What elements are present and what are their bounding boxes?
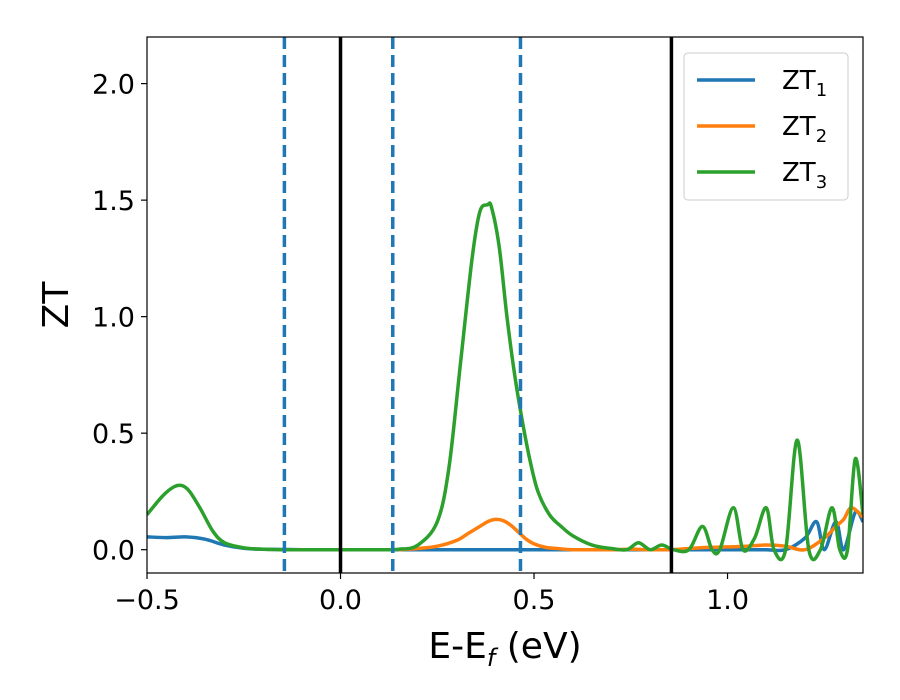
y-axis-label: ZT	[36, 281, 77, 329]
y-tick-label: 1.5	[92, 186, 135, 217]
legend-label-zt3-sub: 3	[816, 172, 827, 193]
y-tick-label: 0.5	[92, 419, 135, 450]
x-tick-label: 0.5	[513, 585, 556, 616]
legend-label-zt2: ZT2	[782, 112, 827, 147]
y-tick-label: 1.0	[92, 303, 135, 334]
legend-label-zt3: ZT3	[782, 158, 827, 193]
y-tick-label: 0.0	[92, 536, 135, 567]
axis-ticks: −0.5 0.0 0.5 1.0 0.0 0.5 1.0 1.5 2.0	[92, 70, 749, 616]
legend-box	[683, 52, 849, 201]
x-axis-label: E-Ef (eV)	[428, 626, 581, 672]
legend: ZT1 ZT2 ZT3	[683, 52, 849, 201]
x-axis-label-unit: (eV)	[495, 626, 581, 667]
legend-label-zt1-sub: 1	[816, 80, 827, 101]
legend-label-zt1-main: ZT	[782, 66, 816, 96]
legend-label-zt3-main: ZT	[782, 158, 816, 188]
series-line-zt3	[147, 201, 863, 562]
legend-entry-zt3: ZT3	[697, 158, 827, 193]
x-tick-label: −0.5	[114, 585, 180, 616]
y-tick-label: 2.0	[92, 70, 135, 101]
legend-label-zt1: ZT1	[782, 66, 827, 101]
legend-label-zt2-sub: 2	[816, 126, 827, 147]
x-tick-label: 1.0	[706, 585, 749, 616]
series-line-zt2	[398, 506, 863, 552]
x-axis-label-main: E-E	[428, 626, 486, 667]
legend-label-zt2-main: ZT	[782, 112, 816, 142]
plot-frame	[146, 36, 864, 574]
legend-entry-zt1: ZT1	[697, 66, 827, 101]
x-tick-label: 0.0	[319, 585, 362, 616]
plot-area	[147, 37, 863, 573]
legend-entry-zt2: ZT2	[697, 112, 827, 147]
